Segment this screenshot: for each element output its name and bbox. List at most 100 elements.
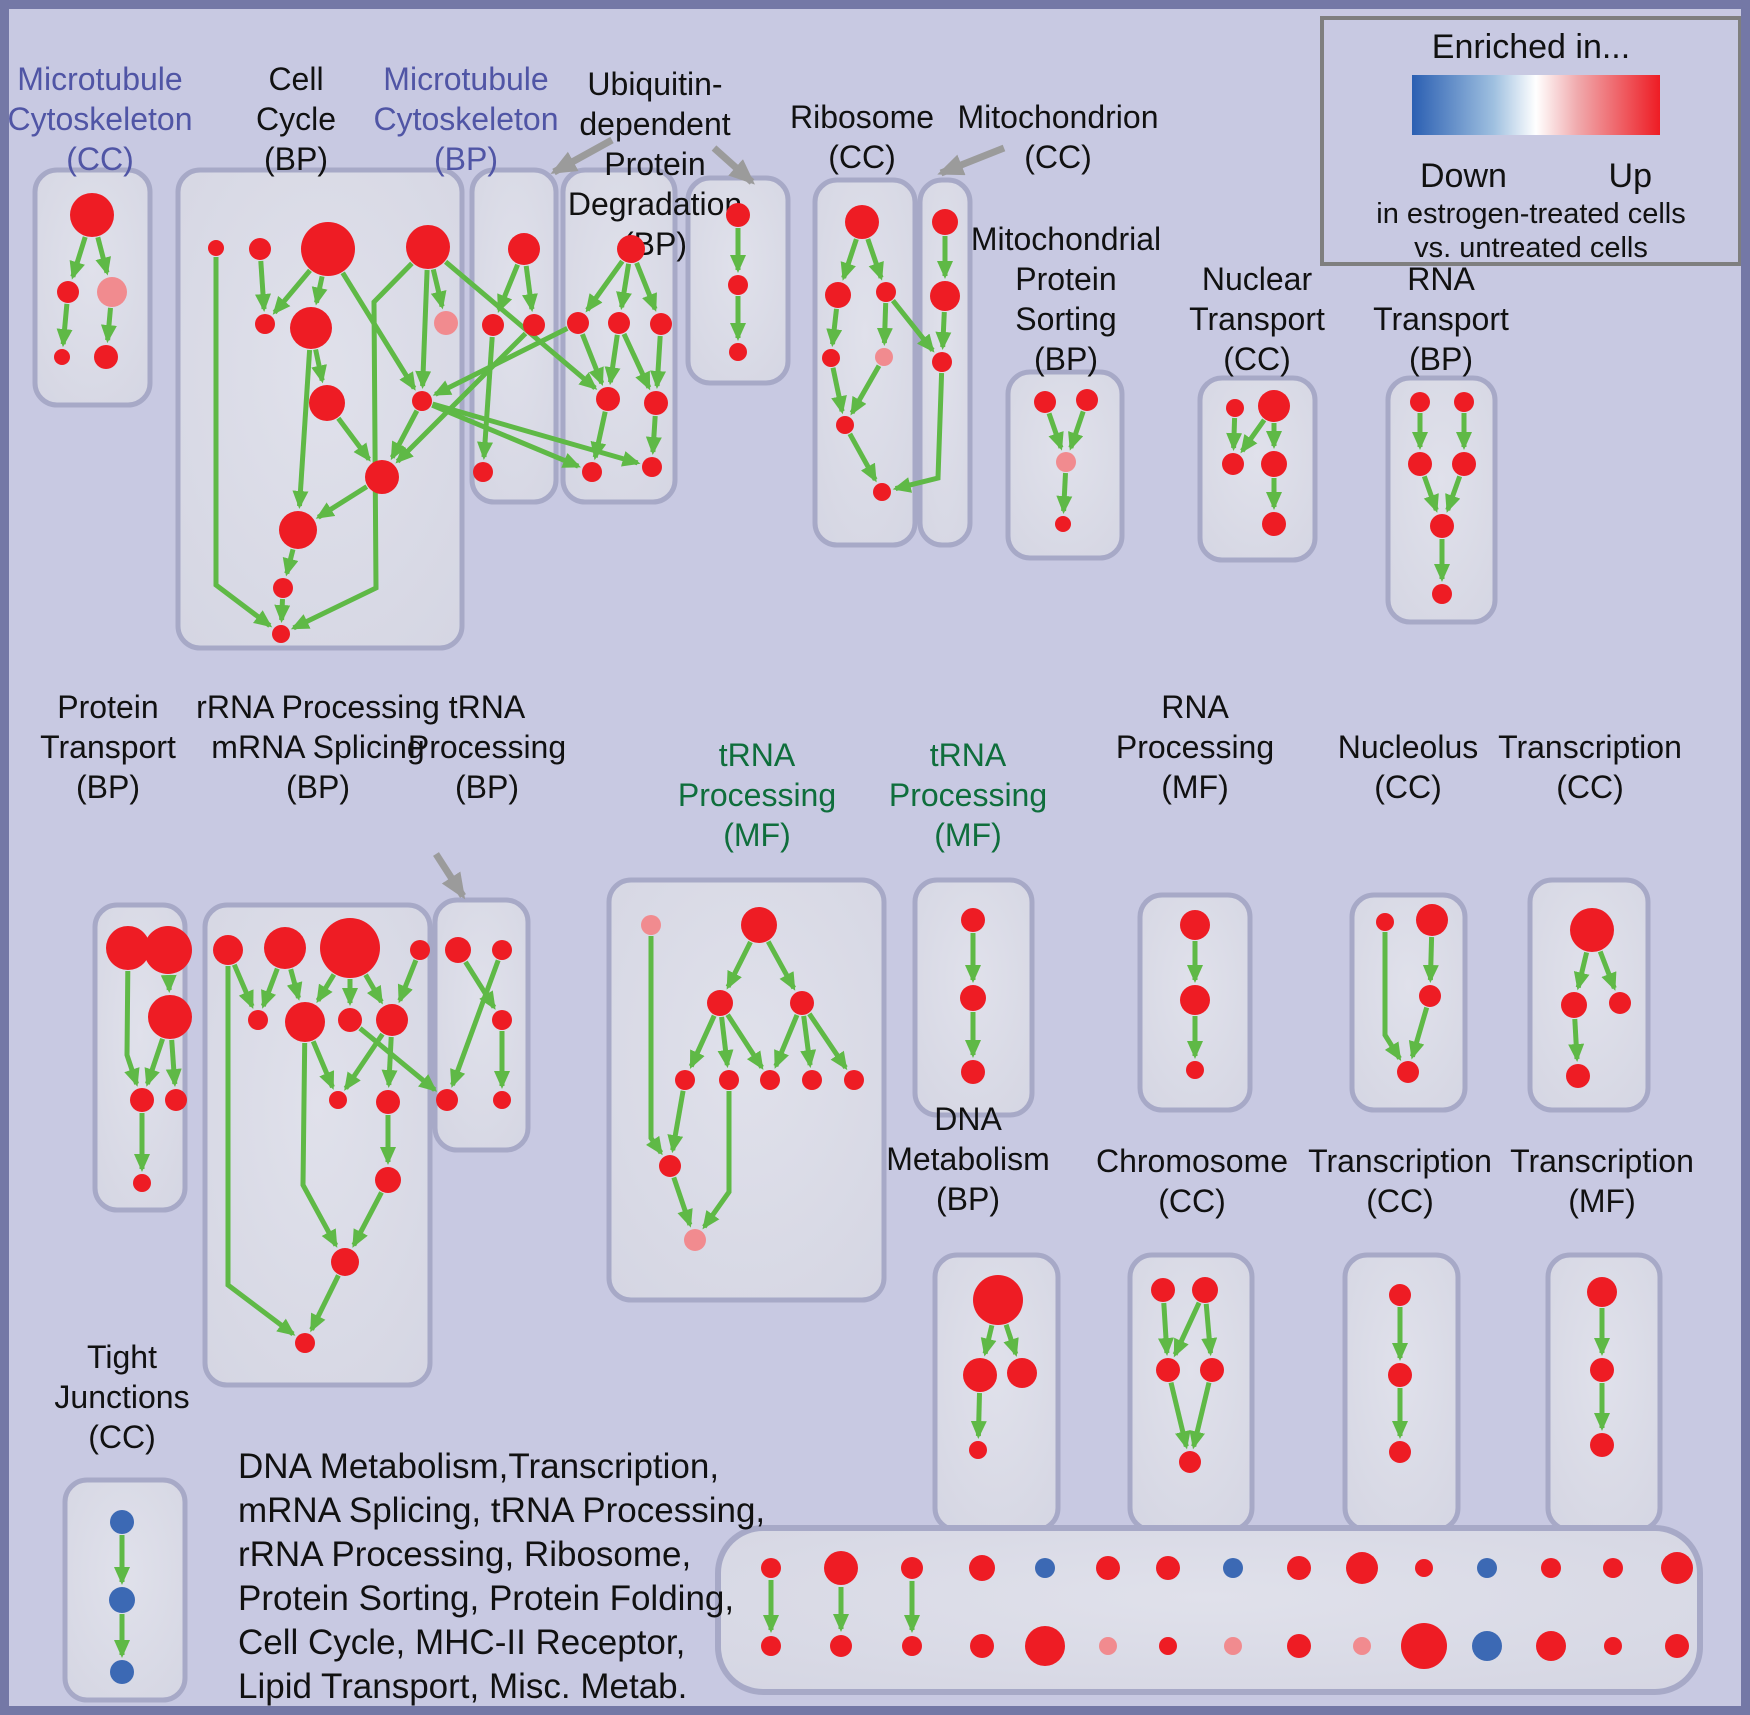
go-term-node xyxy=(285,1002,325,1042)
strip-node-bottom xyxy=(1287,1634,1311,1658)
go-term-node xyxy=(1590,1433,1614,1457)
go-term-node xyxy=(165,1089,187,1111)
go-term-node xyxy=(255,314,275,334)
go-term-node xyxy=(492,940,512,960)
go-term-node xyxy=(144,926,192,974)
enrichment-edge xyxy=(890,299,935,353)
go-term-node xyxy=(760,1070,780,1090)
strip-node-bottom xyxy=(761,1636,781,1656)
group-label-ch: Chromosome xyxy=(1096,1143,1288,1179)
strip-node-bottom xyxy=(830,1635,852,1657)
strip-node-top xyxy=(1287,1556,1311,1580)
enrichment-edge xyxy=(432,326,569,397)
enrichment-edge xyxy=(1068,410,1086,451)
strip-node-top xyxy=(1096,1556,1120,1580)
enrichment-edge xyxy=(840,238,859,281)
enrichment-edge xyxy=(1003,1323,1019,1357)
go-term-node xyxy=(822,349,840,367)
enrichment-edge xyxy=(431,401,641,467)
go-term-node xyxy=(54,349,70,365)
go-term-node xyxy=(932,209,958,235)
group-label-pt: (BP) xyxy=(76,769,140,805)
go-term-node xyxy=(482,314,504,336)
go-term-node xyxy=(1376,913,1394,931)
group-label-rb: Ribosome xyxy=(790,99,934,135)
group-label-tb: Processing xyxy=(408,729,566,765)
legend-up-label: Up xyxy=(1609,157,1652,195)
go-term-node xyxy=(376,1090,400,1114)
go-term-node xyxy=(1226,399,1244,417)
group-label-pt: Protein xyxy=(57,689,158,725)
group-label-tb: (BP) xyxy=(455,769,519,805)
go-term-node xyxy=(728,275,748,295)
go-term-node xyxy=(961,908,985,932)
enrichment-edge xyxy=(100,307,117,344)
enrichment-edge xyxy=(671,1176,693,1228)
go-term-node xyxy=(1416,904,1448,936)
group-label-ts: Processing xyxy=(889,777,1047,813)
enrichment-edge xyxy=(463,960,497,1010)
go-term-node xyxy=(445,937,471,963)
strip-node-bottom xyxy=(1665,1634,1689,1658)
enrichment-edge xyxy=(255,260,271,312)
go-term-node xyxy=(1587,1277,1617,1307)
go-term-node xyxy=(273,578,293,598)
enrichment-edge xyxy=(935,311,952,350)
enrichment-edge xyxy=(496,263,520,313)
enrichment-edge xyxy=(807,1012,848,1071)
go-term-node xyxy=(1262,512,1286,536)
strip-node-top xyxy=(1346,1552,1378,1584)
enrichment-edge xyxy=(773,1014,800,1069)
go-term-node xyxy=(331,1248,359,1276)
enrichment-edge xyxy=(300,1042,339,1248)
group-label-g1: Microtubule xyxy=(17,61,182,97)
enrichment-edge xyxy=(585,259,625,313)
enrichment-edge xyxy=(272,268,312,315)
strip-node-bottom xyxy=(970,1634,994,1658)
shared-terms-text: Lipid Transport, Misc. Metab. xyxy=(238,1667,687,1706)
enrichment-edge xyxy=(431,402,581,469)
strip-node-bottom xyxy=(1472,1631,1502,1661)
enrichment-edge xyxy=(688,1014,717,1070)
enrichment-edge xyxy=(311,348,327,384)
enrichment-edge xyxy=(830,367,847,415)
shared-terms-text: DNA Metabolism,Transcription, xyxy=(238,1447,719,1486)
go-term-node xyxy=(309,385,345,421)
enrichment-edge xyxy=(865,238,884,281)
group-label-dm: (BP) xyxy=(936,1181,1000,1217)
go-term-node xyxy=(650,313,672,335)
legend-gradient-bar xyxy=(1412,75,1660,135)
group-label-mb: (BP) xyxy=(434,141,498,177)
enrichment-edge xyxy=(430,268,447,310)
group-box-nt xyxy=(1197,375,1318,563)
go-term-node xyxy=(320,918,380,978)
shared-terms-text: Cell Cycle, MHC-II Receptor, xyxy=(238,1623,685,1662)
enrichment-edge xyxy=(766,940,796,991)
enrichment-edge xyxy=(847,432,878,483)
enrichment-edge xyxy=(621,332,652,391)
go-term-node xyxy=(412,391,432,411)
enrichment-edge xyxy=(309,1274,341,1333)
enrichment-edge xyxy=(1573,951,1590,991)
go-term-node xyxy=(130,1088,154,1112)
go-term-node xyxy=(644,391,668,415)
strip-node-top xyxy=(1156,1556,1180,1580)
go-term-node xyxy=(1055,516,1071,532)
shared-terms-text: mRNA Splicing, tRNA Processing, xyxy=(238,1491,765,1530)
legend-title: Enriched in... xyxy=(1432,28,1630,66)
enrichment-edge xyxy=(800,1015,817,1069)
go-term-node xyxy=(960,985,986,1011)
go-term-node xyxy=(596,387,620,411)
go-term-node xyxy=(1156,1358,1180,1382)
strip-node-bottom xyxy=(902,1636,922,1656)
enrichment-edge xyxy=(282,548,299,577)
group-box-ch xyxy=(1127,1252,1255,1533)
go-term-node xyxy=(97,277,127,307)
go-term-node xyxy=(973,1275,1023,1325)
go-term-node xyxy=(473,462,493,482)
enrichment-edge xyxy=(1421,475,1439,513)
group-label-rp: RNA xyxy=(1161,689,1229,725)
enrichment-edge xyxy=(160,974,177,993)
enrichment-edge xyxy=(1445,475,1463,513)
